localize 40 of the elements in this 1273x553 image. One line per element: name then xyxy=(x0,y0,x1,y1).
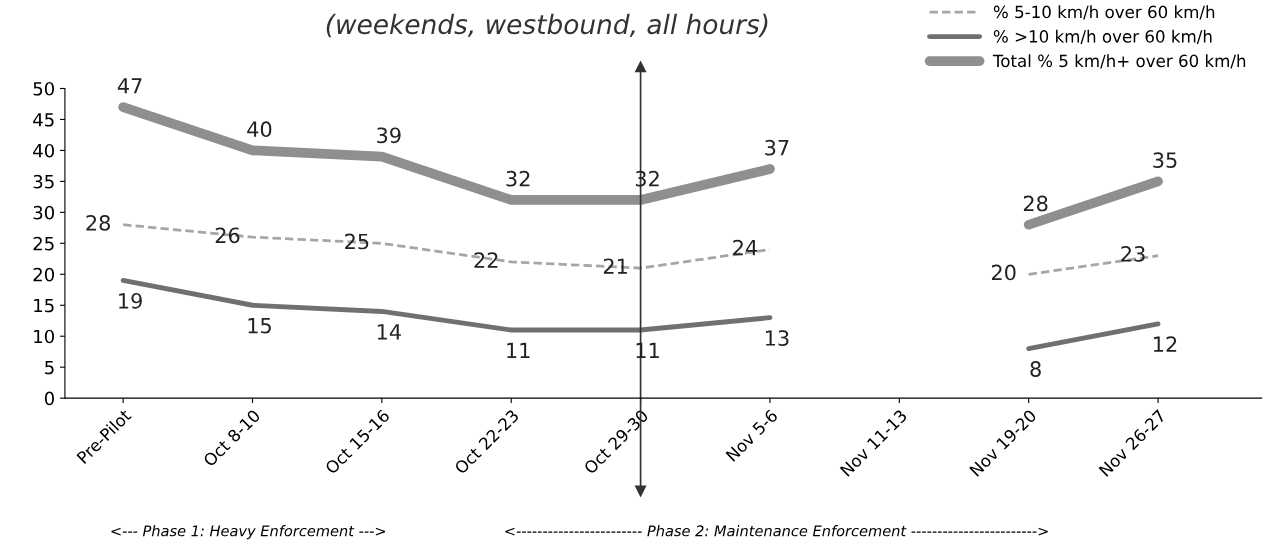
data-label: 25 xyxy=(345,233,369,250)
data-label: 40 xyxy=(247,121,272,138)
data-label: 11 xyxy=(507,342,530,358)
legend-label: % >10 km/h over 60 km/h xyxy=(993,29,1212,44)
data-label: 37 xyxy=(765,139,789,156)
data-label: 12 xyxy=(1154,336,1177,352)
y-tick-label: 45 xyxy=(33,113,54,127)
data-label: 20 xyxy=(991,264,1016,281)
y-tick-label: 10 xyxy=(34,329,54,344)
data-label: 47 xyxy=(117,78,142,94)
data-label: 13 xyxy=(765,330,789,346)
data-label: 28 xyxy=(86,215,110,231)
y-tick-label: 25 xyxy=(33,236,54,251)
data-label: 14 xyxy=(377,324,401,340)
y-tick-label: 5 xyxy=(45,360,54,375)
y-tick-label: 35 xyxy=(33,174,54,189)
y-tick-label: 0 xyxy=(44,391,54,406)
y-tick-label: 15 xyxy=(34,298,54,313)
chart-title: (weekends, westbound, all hours) xyxy=(326,13,768,38)
data-label: 28 xyxy=(1023,195,1048,212)
data-label: 39 xyxy=(377,127,401,144)
text: <--- Phase 1: Heavy Enforcement ---> xyxy=(111,525,386,540)
data-label: 22 xyxy=(474,252,498,268)
data-label: 35 xyxy=(1153,152,1177,168)
text: <------------------------ Phase 2: Maintenance Enforcement ------------------------> xyxy=(505,525,1048,537)
data-label: 8 xyxy=(1030,361,1041,377)
legend-label: % 5-10 km/h over 60 km/h xyxy=(993,5,1215,20)
data-label: 24 xyxy=(733,239,758,256)
data-label: 15 xyxy=(248,318,271,334)
y-tick-label: 20 xyxy=(33,267,54,282)
data-label: 26 xyxy=(215,227,240,244)
data-label: 32 xyxy=(506,170,530,187)
x-tick-label: Nov 5-6 xyxy=(725,408,779,462)
y-tick-label: 40 xyxy=(33,143,54,158)
data-label: 19 xyxy=(119,292,142,309)
legend-label: Total % 5 km/h+ over 60 km/h xyxy=(992,54,1246,69)
data-label: 21 xyxy=(603,258,627,274)
y-tick-label: 50 xyxy=(33,81,54,96)
data-label: 23 xyxy=(1121,245,1145,262)
y-tick-label: 30 xyxy=(33,205,54,220)
